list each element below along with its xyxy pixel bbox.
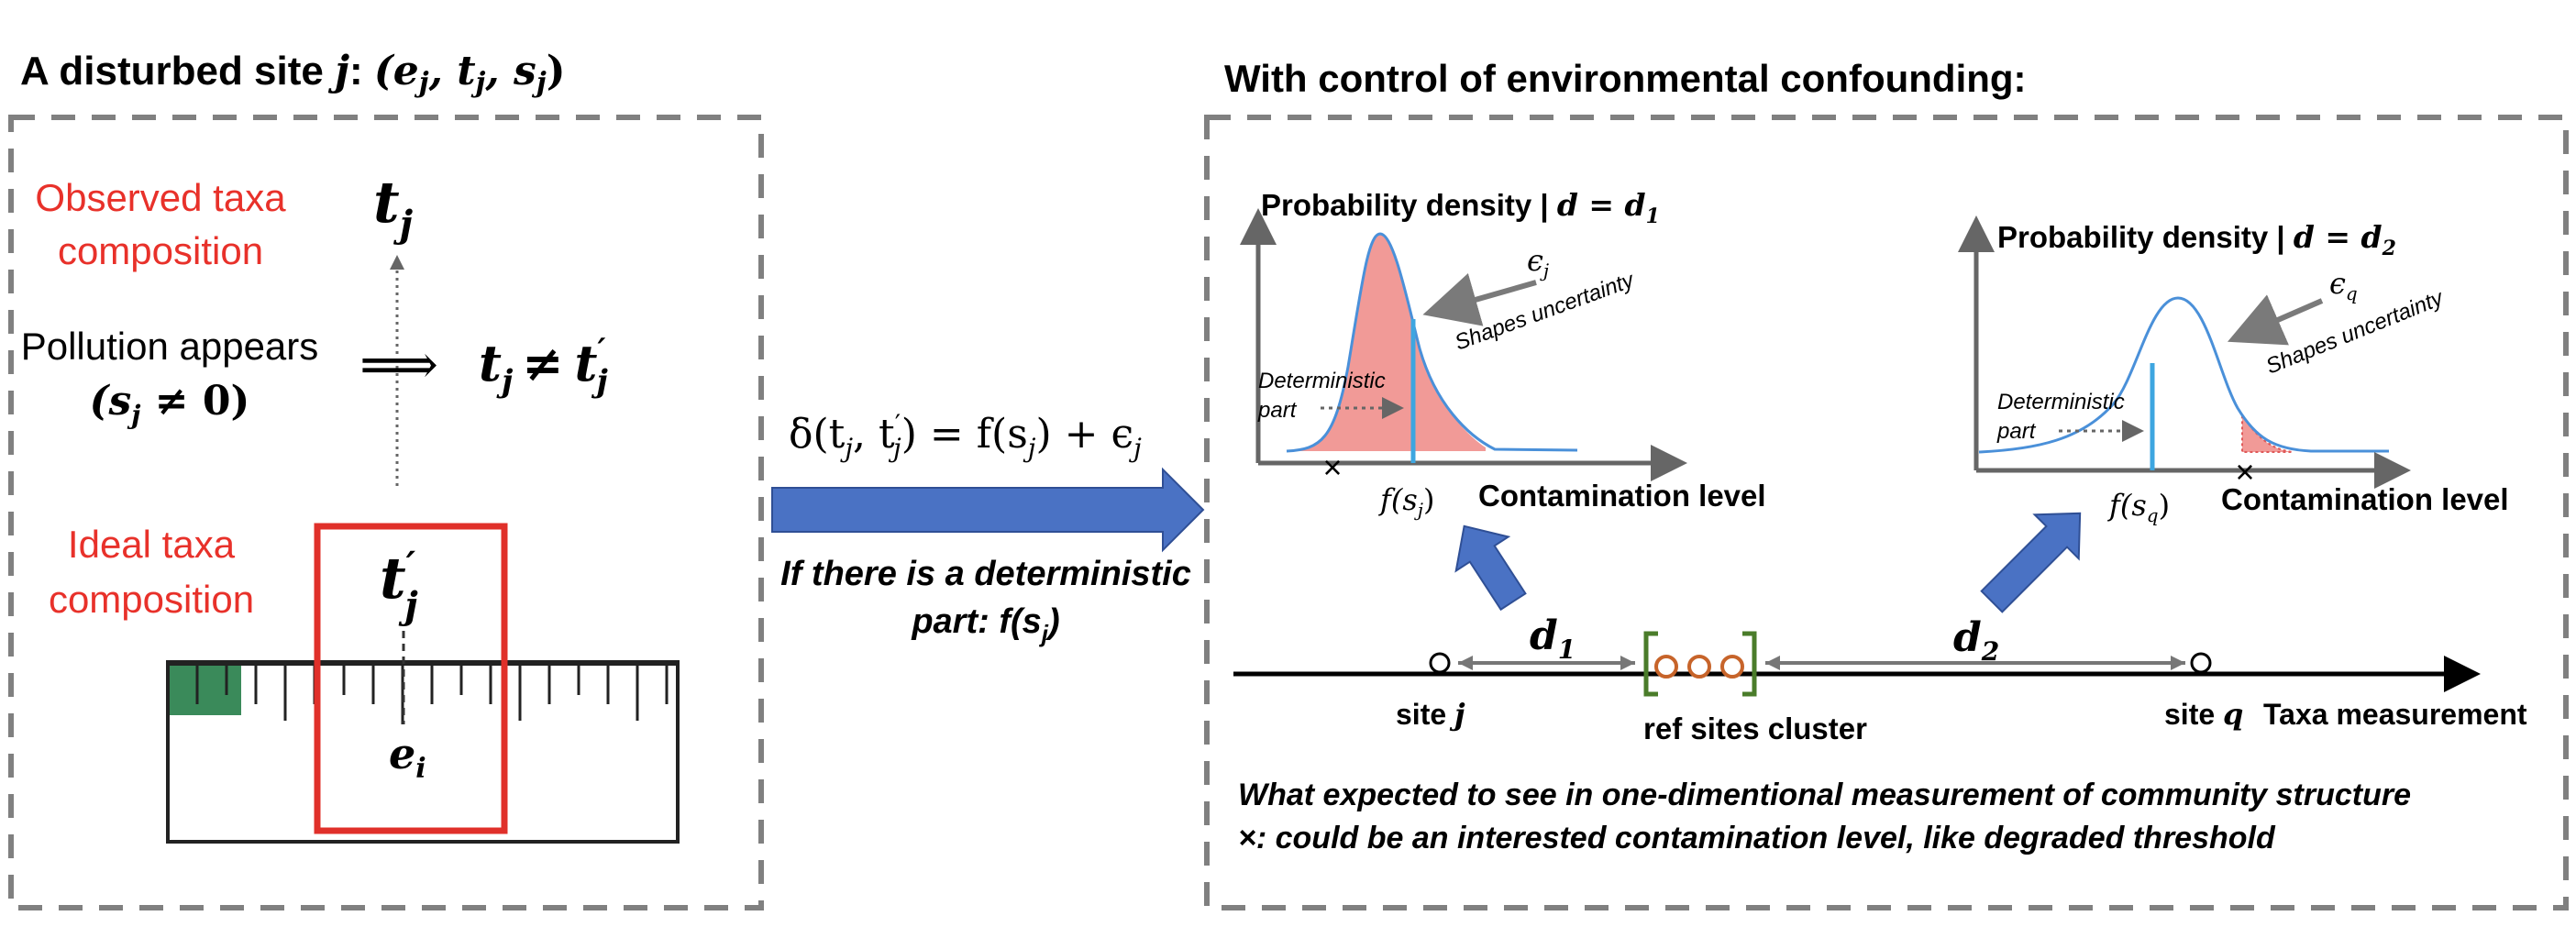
chart1-deterministic-line1: Deterministic [1258,369,1386,393]
ref-site-circle-1 [1654,655,1678,679]
density-chart-2: Probability density | d = d2 × f(sq) Con… [1958,215,2509,526]
chart2-x-label: Contamination level [2221,482,2509,516]
middle-caption-line2: part: f(sj) [911,602,1059,647]
chart2-deterministic-line1: Deterministic [1997,390,2125,414]
ruler-green-patch [170,664,241,715]
bracket-right [1742,631,1757,697]
blue-arrow-up-left [1454,524,1527,612]
site-q-circle [2190,652,2212,674]
observed-label-line1: Observed taxa [35,176,286,219]
chart1-title: Probability density | d = d1 [1261,187,1660,228]
chart2-density-curve [1978,296,2389,454]
blue-arrow-up-right [1980,512,2082,613]
dotted-arrow-head [390,255,404,270]
ideal-red-box [314,523,508,834]
bracket-left [1643,631,1658,697]
chart1-density-curve [1286,232,1578,453]
ideal-label-line2: composition [49,578,254,621]
observed-t-j: tj [373,169,414,246]
delta-equation: δ(tj, t′ j) = f(sj) + ϵj [789,409,1142,463]
ref-site-circle-3 [1720,655,1744,679]
e-i-label: ei [389,729,426,785]
middle-caption-line1: If there is a deterministic [780,555,1191,593]
chart1-deterministic-line2: part [1257,398,1298,423]
right-panel-frame [1204,115,2569,910]
left-panel-frame [8,115,764,910]
note-line1: What expected to see in one-dimentional … [1238,778,2411,812]
implies-arrow: ⟹ [359,333,438,397]
chart2-deterministic-line2: part [1996,419,2037,444]
ref-cluster-label: ref sites cluster [1643,712,1867,745]
site-j-circle [1429,652,1451,674]
ideal-t-prime: t′ j [380,544,418,627]
chart1-fx: f(sj) [1378,482,1434,521]
ref-sites-cluster [1643,631,1757,697]
site-q-label: site q [2164,697,2243,732]
inequality: tj ≠ t′ j [479,332,608,400]
chart1-marker: × [1322,448,1342,486]
chart1-tail-fill [1287,234,1486,451]
chart2-uncertainty-arrow [2227,294,2324,346]
pollution-line2: (sj ≠ 0) [90,378,250,430]
chart2-tail-fill [2241,412,2294,453]
chart2-fx: f(sq) [2107,488,2170,526]
chart2-marker: × [2235,453,2254,491]
ruler [166,660,680,844]
right-panel-title: With control of environmental confoundin… [1224,57,2027,100]
site-j-label: site j [1396,697,1465,732]
observed-label-line2: composition [58,229,263,272]
ideal-label-line1: Ideal taxa [68,523,236,566]
pollution-line1: Pollution appears [21,325,319,368]
density-chart-1: Probability density | d = d1 × f(sj) Con… [1240,187,1766,521]
chart2-epsilon: ϵq [2329,266,2358,304]
main-blue-arrow [771,467,1205,553]
ruler-body [166,660,680,844]
note-line2: ×: could be an interested contamination … [1238,821,2276,855]
chart1-x-label: Contamination level [1478,479,1766,513]
left-panel-title: A disturbed site j: (ej, tj, sj) [20,48,566,99]
d2-label: d2 [1953,614,1999,667]
d1-label: d1 [1530,612,1575,665]
chart1-epsilon: ϵj [1527,243,1549,281]
chart1-uncertainty-arrow [1422,272,1537,326]
ref-site-circle-2 [1687,655,1711,679]
chart2-title: Probability density | d = d2 [1997,219,2396,260]
axis-label-taxa: Taxa measurement [2263,698,2527,731]
